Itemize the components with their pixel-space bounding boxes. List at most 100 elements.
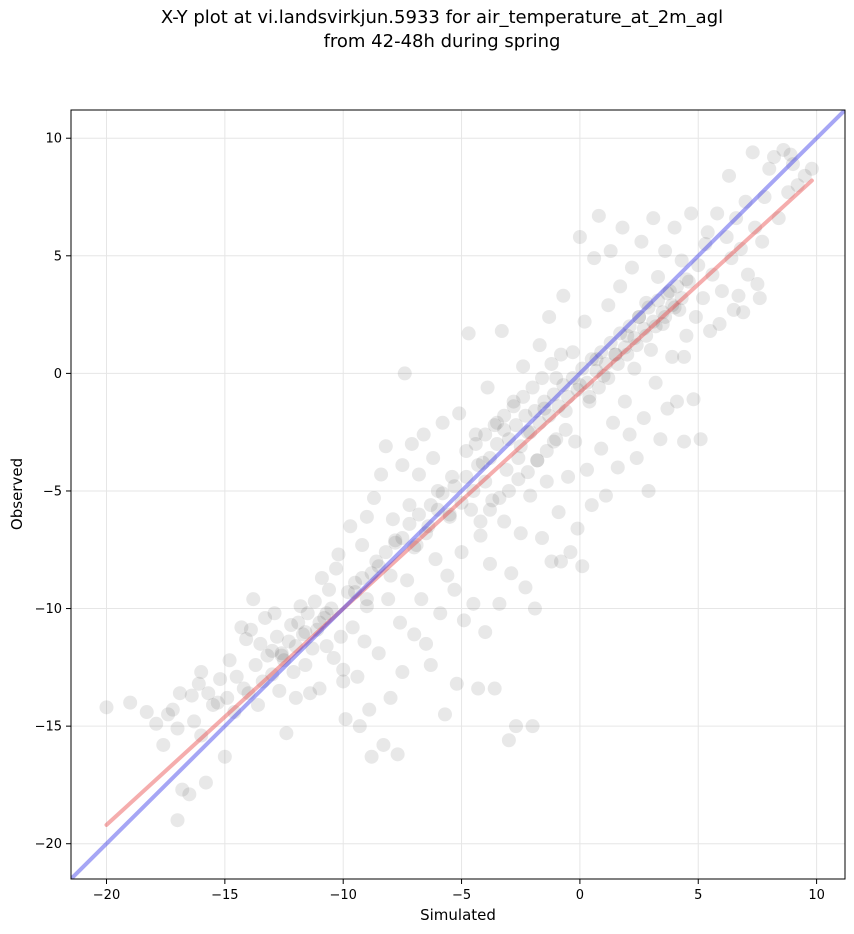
y-axis-label: Observed: [8, 458, 26, 530]
data-point-55: [303, 686, 318, 701]
data-point-179: [587, 251, 602, 266]
data-point-264: [513, 439, 528, 454]
data-point-285: [613, 326, 628, 341]
data-point-8: [170, 813, 185, 828]
data-point-333: [648, 319, 663, 334]
data-point-224: [693, 432, 708, 447]
data-point-313: [411, 507, 426, 522]
data-point-3: [149, 716, 164, 731]
data-point-294: [655, 305, 670, 320]
data-point-19: [206, 697, 221, 712]
data-point-125: [461, 326, 476, 341]
data-point-87: [374, 467, 389, 482]
data-point-161: [546, 434, 561, 449]
data-point-312: [407, 540, 422, 555]
data-point-198: [632, 309, 647, 324]
data-point-85: [369, 554, 384, 569]
data-point-332: [639, 328, 654, 343]
data-point-174: [575, 559, 590, 574]
data-point-318: [383, 568, 398, 583]
data-point-24: [222, 653, 237, 668]
data-point-359: [468, 436, 483, 451]
data-point-26: [229, 669, 244, 684]
data-point-308: [478, 474, 493, 489]
data-point-272: [551, 399, 566, 414]
data-point-48: [286, 665, 301, 680]
data-point-347: [492, 491, 507, 506]
fit-line: [104, 178, 814, 827]
data-point-240: [745, 145, 760, 160]
data-point-140: [497, 514, 512, 529]
y-axis-ticks: −20 −15 −10 −5 0 5 10: [35, 132, 71, 852]
data-point-236: [731, 288, 746, 303]
y-tick-label-5: 5: [54, 249, 62, 264]
data-point-9: [172, 686, 187, 701]
data-point-222: [688, 309, 703, 324]
x-tick-label-4: 0: [576, 888, 584, 903]
data-point-149: [518, 580, 533, 595]
data-point-323: [364, 566, 379, 581]
data-point-190: [613, 279, 628, 294]
data-point-195: [624, 260, 639, 275]
data-point-25: [227, 705, 242, 720]
data-point-351: [544, 356, 559, 371]
data-point-322: [359, 592, 374, 607]
data-point-257: [722, 168, 737, 183]
data-point-292: [646, 314, 661, 329]
data-point-216: [674, 253, 689, 268]
data-point-105: [414, 592, 429, 607]
data-point-320: [348, 585, 363, 600]
data-point-61: [317, 610, 332, 625]
data-point-160: [544, 554, 559, 569]
data-point-218: [679, 328, 694, 343]
data-point-10: [175, 782, 190, 797]
data-point-168: [563, 545, 578, 560]
data-point-99: [400, 573, 415, 588]
data-point-191: [615, 220, 630, 235]
data-point-148: [516, 359, 531, 374]
data-point-51: [293, 599, 308, 614]
data-point-83: [364, 749, 379, 764]
data-point-329: [274, 648, 289, 663]
data-point-102: [407, 627, 422, 642]
data-point-293: [651, 293, 666, 308]
data-point-22: [217, 749, 232, 764]
data-point-346: [501, 483, 516, 498]
data-point-217: [677, 434, 692, 449]
data-point-156: [535, 531, 550, 546]
data-point-157: [537, 401, 552, 416]
data-point-6: [165, 702, 180, 717]
data-point-54: [300, 606, 315, 621]
data-point-325: [319, 606, 334, 621]
data-point-207: [653, 432, 668, 447]
data-point-210: [660, 401, 675, 416]
data-point-354: [516, 389, 531, 404]
data-point-34: [250, 697, 265, 712]
data-point-11: [182, 787, 197, 802]
data-point-127: [466, 596, 481, 611]
data-point-305: [459, 469, 474, 484]
data-point-309: [482, 451, 497, 466]
data-point-96: [395, 458, 410, 473]
data-point-70: [336, 674, 351, 689]
data-point-341: [549, 432, 564, 447]
data-point-169: [565, 345, 580, 360]
data-point-267: [527, 404, 542, 419]
data-point-249: [781, 185, 796, 200]
data-point-126: [464, 502, 479, 517]
data-point-289: [632, 309, 647, 324]
data-point-287: [622, 319, 637, 334]
data-point-138: [492, 596, 507, 611]
data-point-65: [326, 650, 341, 665]
data-point-66: [329, 561, 344, 576]
data-point-60: [314, 570, 329, 585]
data-point-89: [378, 439, 393, 454]
data-point-124: [459, 443, 474, 458]
data-point-250: [785, 157, 800, 172]
data-point-343: [530, 453, 545, 468]
data-point-220: [684, 206, 699, 221]
data-point-37: [258, 610, 273, 625]
data-point-98: [397, 366, 412, 381]
x-axis-label: Simulated: [420, 906, 496, 924]
